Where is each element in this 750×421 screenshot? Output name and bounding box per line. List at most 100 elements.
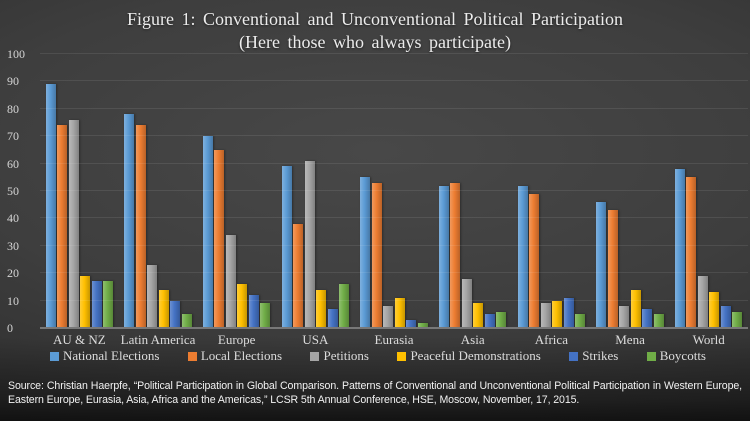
legend-label: Petitions [323,348,369,363]
bar-group [355,54,434,328]
bar-peaceful-demonstrations [630,289,641,328]
gridline [40,299,748,301]
plot-area [40,53,748,328]
bar-petitions [540,303,551,328]
y-tick-label: 30 [7,238,19,253]
legend-marker [187,351,197,361]
bar-boycotts [575,314,586,328]
bar-strikes [720,306,731,328]
legend-item: Local Elections [187,348,283,363]
source-note-line-2: Eastern Europe, Eurasia, Asia, Africa an… [8,393,580,406]
bar-group [276,54,355,328]
bar-strikes [406,319,417,328]
y-tick-label: 50 [7,184,19,198]
bar-group [40,54,119,328]
x-category-label: USA [302,332,329,347]
x-category-label: Latin America [120,332,196,347]
y-tick-label: 60 [7,156,19,171]
legend-marker [397,351,407,361]
y-tick-label: 20 [7,266,19,281]
legend-marker [310,351,320,361]
source-note: Source: Christian Haerpfe, “Political Pa… [8,380,742,407]
bar-boycotts [339,284,350,328]
bar-group [669,54,748,328]
gridline [40,217,748,219]
bar-national-elections [202,136,213,328]
bar-local-elections [607,210,618,328]
bar-national-elections [517,185,528,328]
legend-item: National Elections [50,349,159,363]
x-category-label: AU & NZ [52,332,106,347]
bar-national-elections [45,84,56,328]
bar-peaceful-demonstrations [237,284,248,328]
bar-national-elections [596,201,607,328]
gridline [40,135,748,137]
bar-peaceful-demonstrations [473,303,484,328]
bar-national-elections [281,166,292,328]
y-tick-label: 40 [7,211,19,226]
gridline [40,244,748,246]
chart-subtitle: (Here those who always participate) [239,32,511,52]
bar-petitions [619,306,630,328]
bar-local-elections [686,177,697,328]
bar-local-elections [450,182,461,328]
bar-petitions [304,160,315,328]
y-tick-label: 0 [7,321,13,335]
y-tick-label: 10 [7,293,19,308]
bar-local-elections [293,223,304,328]
bar-petitions [461,278,472,328]
x-category-label: Asia [460,332,485,347]
x-category-label: World [692,332,725,347]
bar-petitions [225,234,236,328]
legend-label: Local Elections [200,348,283,363]
bar-strikes [170,300,181,328]
bar-boycotts [260,303,271,328]
legend-marker [50,351,59,361]
bar-national-elections [438,185,449,328]
gridline [40,272,748,274]
legend-marker [569,351,579,361]
x-category-label: Africa [534,332,568,347]
gridline [40,53,748,54]
y-tick-label: 100 [7,47,25,61]
bar-peaceful-demonstrations [552,300,563,328]
legend-label: Strikes [582,348,619,363]
legend-label: National Elections [63,348,160,363]
bar-peaceful-demonstrations [394,297,405,328]
gridline [40,190,748,191]
bar-local-elections [57,125,68,328]
bar-petitions [697,275,708,328]
bar-boycotts [417,322,428,328]
y-tick-label: 90 [7,74,19,89]
y-tick-label: 70 [7,129,19,144]
bar-strikes [642,308,653,328]
x-category-label: Eurasia [374,332,414,347]
bar-local-elections [135,125,146,328]
bar-local-elections [214,149,225,328]
bar-boycotts [103,281,114,328]
gridline [40,162,748,164]
bar-peaceful-demonstrations [316,289,327,328]
bar-group [512,54,591,328]
bar-group [119,54,198,328]
bar-group [433,54,512,328]
bar-strikes [484,314,495,328]
bar-strikes [327,308,338,328]
legend: National Elections Local Elections Petitio… [50,349,706,363]
bar-peaceful-demonstrations [158,289,169,328]
legend-marker [646,351,656,361]
x-category-label: Europe [217,332,256,347]
legend-item: Strikes [569,349,618,363]
bar-peaceful-demonstrations [80,275,91,328]
bar-national-elections [674,169,685,328]
legend-item: Boycotts [646,349,706,363]
legend-label: Peaceful Demonstrations [410,348,541,363]
bar-national-elections [124,114,135,328]
bar-strikes [248,295,259,328]
bar-local-elections [529,193,540,328]
bar-boycotts [496,311,507,328]
source-note-line-1: Source: Christian Haerpfe, “Political Pa… [8,380,742,392]
chart-title: Figure 1: Conventional and Unconventiona… [127,9,623,29]
bar-petitions [383,306,394,328]
